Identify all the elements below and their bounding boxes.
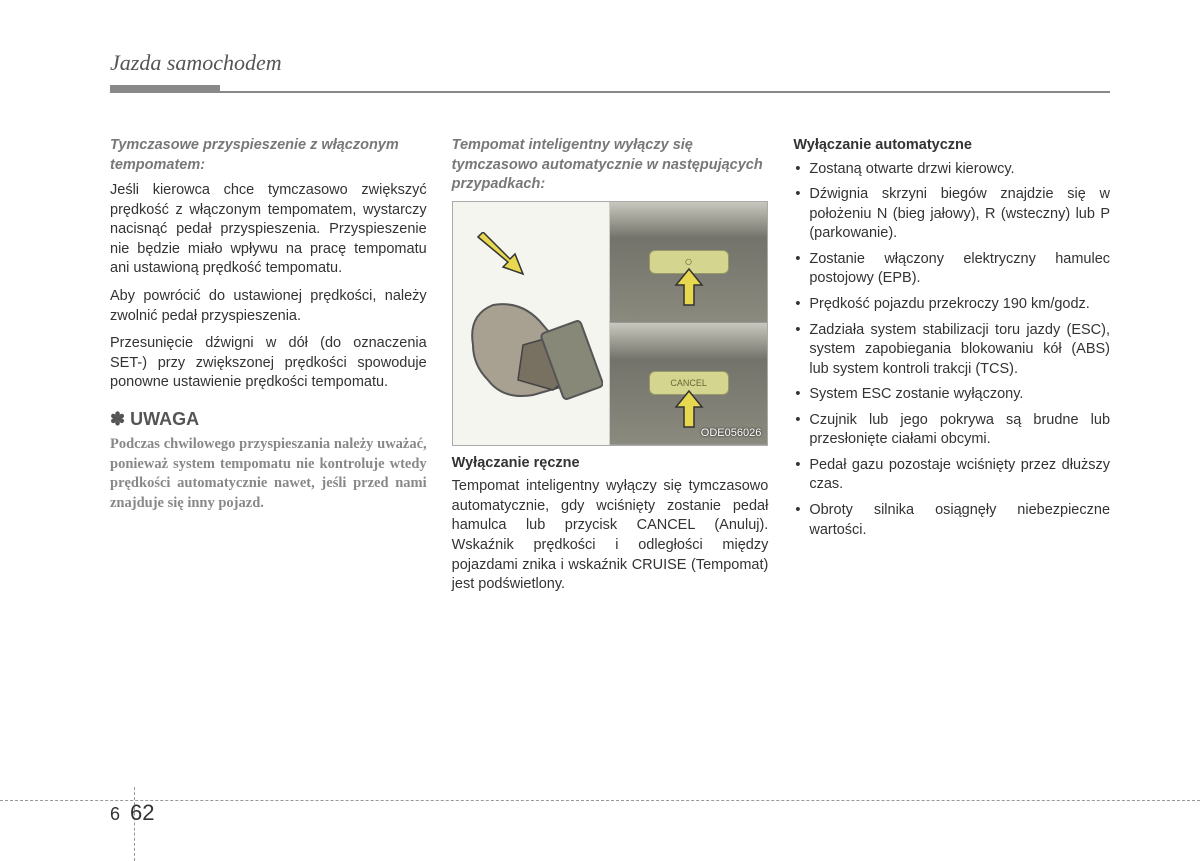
- col3-section-title: Wyłączanie automatyczne: [793, 136, 1110, 156]
- figure-foot-pedal: [453, 202, 610, 445]
- uwaga-title: ✽ UWAGA: [110, 407, 427, 431]
- list-item: Prędkość pojazdu przekroczy 190 km/godz.: [793, 295, 1110, 315]
- header-thin-line: [220, 91, 1110, 93]
- list-item: Zadziała system stabilizacji toru jazdy …: [793, 321, 1110, 380]
- col1-subtitle: Tymczasowe przyspieszenie z włączonym te…: [110, 136, 427, 175]
- bullet-list: Zostaną otwarte drzwi kierowcy. Dźwignia…: [793, 160, 1110, 541]
- uwaga-text: Podczas chwilowego przyspieszania należy…: [110, 435, 427, 513]
- chapter-number: 6: [110, 804, 120, 825]
- page-title: Jazda samochodem: [110, 50, 1110, 76]
- list-item: System ESC zostanie wyłączony.: [793, 385, 1110, 405]
- column-2: Tempomat inteligentny wyłączy się tymcza…: [452, 136, 769, 603]
- col2-p1: Tempomat inteligentny wyłączy się tymcza…: [452, 477, 769, 594]
- page-num: 62: [130, 800, 154, 826]
- list-item: Zostaną otwarte drzwi kierowcy.: [793, 160, 1110, 180]
- list-item: Dźwignia skrzyni biegów znajdzie się w p…: [793, 185, 1110, 244]
- col1-p2: Aby powrócić do ustawionej prędkości, na…: [110, 287, 427, 326]
- col2-section-title: Wyłączanie ręczne: [452, 454, 769, 474]
- column-1: Tymczasowe przyspieszenie z włączonym te…: [110, 136, 427, 603]
- col2-subtitle: Tempomat inteligentny wyłączy się tymcza…: [452, 136, 769, 195]
- col1-p3: Przesunięcie dźwigni w dół (do oznaczeni…: [110, 334, 427, 393]
- list-item: Zostanie włączony elektryczny hamulec po…: [793, 250, 1110, 289]
- list-item: Czujnik lub jego pokrywa są brudne lub p…: [793, 411, 1110, 450]
- content-columns: Tymczasowe przyspieszenie z włączonym te…: [110, 136, 1110, 603]
- arrow-up-icon: [674, 389, 704, 429]
- col1-p1: Jeśli kierowca chce tymczasowo zwiększyć…: [110, 181, 427, 279]
- header-thick-line: [110, 85, 220, 93]
- figure-panel-top: ○: [610, 202, 767, 324]
- figure-button-panels: ○ CANCEL: [610, 202, 767, 445]
- foot-on-pedal-icon: [463, 275, 603, 405]
- page-number: 6 62: [110, 800, 155, 826]
- figure-code: ODE056026: [701, 426, 762, 441]
- column-3: Wyłączanie automatyczne Zostaną otwarte …: [793, 136, 1110, 603]
- list-item: Obroty silnika osiągnęły niebezpieczne w…: [793, 501, 1110, 540]
- list-item: Pedał gazu pozostaje wciśnięty przez dłu…: [793, 456, 1110, 495]
- dashed-line-horizontal: [0, 800, 1200, 801]
- arrow-up-icon: [674, 267, 704, 307]
- manual-page: Jazda samochodem Tymczasowe przyspieszen…: [0, 0, 1200, 603]
- instruction-figure: ○ CANCEL ODE056026: [452, 201, 769, 446]
